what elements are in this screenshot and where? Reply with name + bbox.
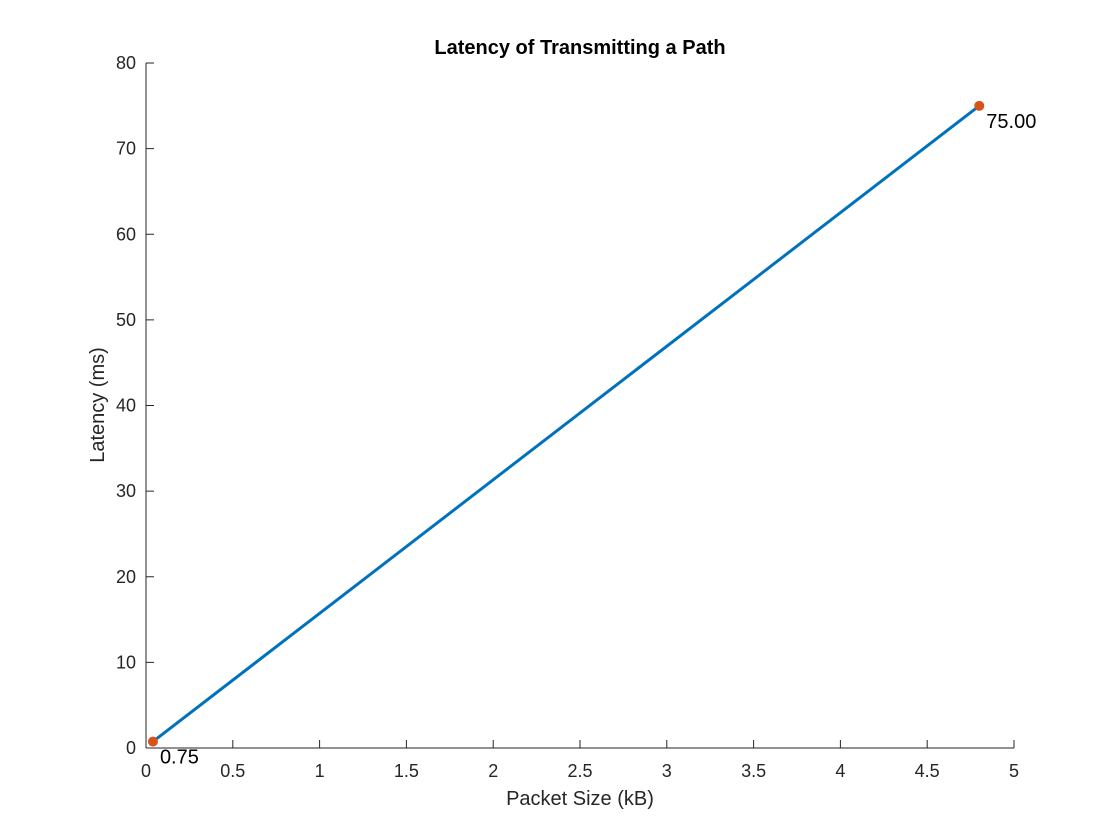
- x-tick-label: 2: [488, 761, 498, 781]
- x-tick-label: 4.5: [915, 761, 940, 781]
- y-axis-label: Latency (ms): [87, 347, 109, 463]
- data-point-marker: [147, 736, 158, 747]
- x-tick-label: 3.5: [741, 761, 766, 781]
- y-tick-label: 20: [116, 567, 136, 587]
- x-tick-label: 1.5: [394, 761, 419, 781]
- y-tick-label: 80: [116, 53, 136, 73]
- y-tick-label: 40: [116, 396, 136, 416]
- y-tick-label: 10: [116, 652, 136, 672]
- y-tick-label: 30: [116, 481, 136, 501]
- data-point-label: 0.75: [160, 747, 199, 769]
- x-axis-ticks: 0 0.5 1 1.5 2 2.5 3 3.5 4 4.5 5: [141, 740, 1019, 781]
- x-tick-label: 0: [141, 761, 151, 781]
- x-tick-label: 5: [1009, 761, 1019, 781]
- y-tick-label: 70: [116, 139, 136, 159]
- y-tick-label: 0: [126, 738, 136, 758]
- y-axis-ticks: 0 10 20 30 40 50 60 70 80: [116, 53, 154, 758]
- x-tick-label: 3: [662, 761, 672, 781]
- x-tick-label: 0.5: [220, 761, 245, 781]
- marker-layer: 0.75 75.00: [147, 100, 1036, 769]
- x-tick-label: 2.5: [567, 761, 592, 781]
- chart-title: Latency of Transmitting a Path: [434, 37, 725, 59]
- y-tick-label: 50: [116, 310, 136, 330]
- data-point-marker: [974, 100, 985, 111]
- data-point-label: 75.00: [986, 111, 1036, 133]
- series-layer: [151, 104, 981, 744]
- y-tick-label: 60: [116, 224, 136, 244]
- x-tick-label: 4: [835, 761, 845, 781]
- x-axis-label: Packet Size (kB): [506, 788, 654, 810]
- series-line-0: [151, 104, 981, 744]
- x-tick-label: 1: [315, 761, 325, 781]
